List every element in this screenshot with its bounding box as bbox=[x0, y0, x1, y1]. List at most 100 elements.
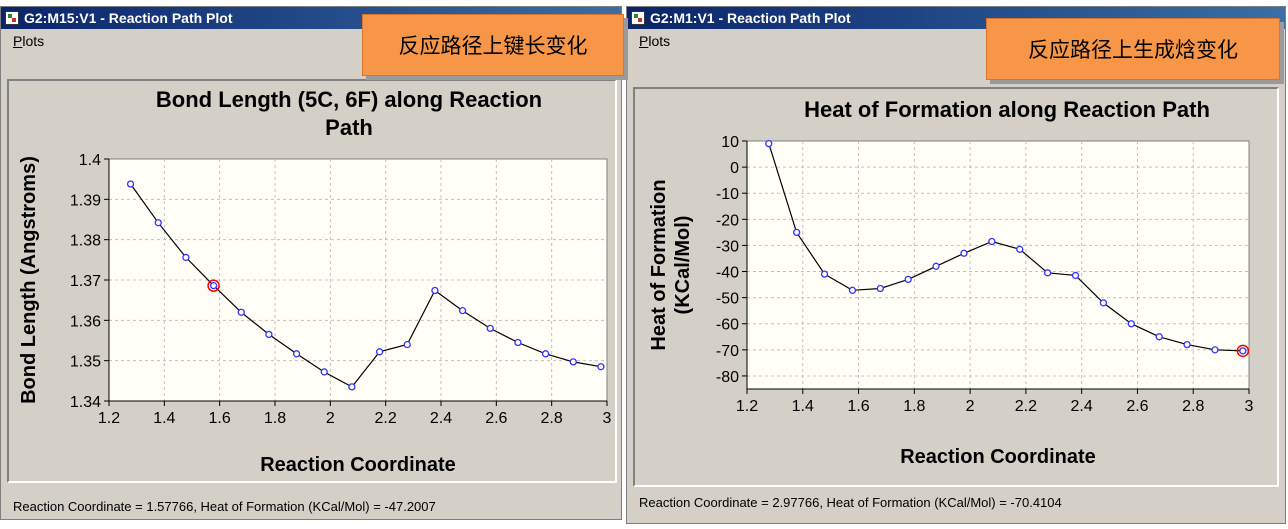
data-point[interactable] bbox=[1071, 271, 1080, 280]
data-point[interactable] bbox=[932, 262, 940, 270]
data-point[interactable] bbox=[988, 237, 996, 246]
series-line bbox=[768, 143, 1243, 352]
data-point[interactable] bbox=[1099, 299, 1108, 307]
heat-of-formation-chart: Heat of Formation along Reaction Path 1.2… bbox=[648, 97, 1254, 468]
y-tick-label: 1.34 bbox=[70, 394, 101, 411]
x-tick-label: 1.4 bbox=[792, 398, 814, 415]
data-point[interactable] bbox=[820, 270, 829, 278]
data-point[interactable] bbox=[403, 340, 411, 349]
y-tick-label: 0 bbox=[730, 160, 739, 177]
x-tick-label: 2.4 bbox=[1071, 398, 1093, 415]
menu-plots[interactable]: Plots bbox=[13, 33, 45, 49]
x-tick-label: 2 bbox=[326, 410, 335, 427]
data-point[interactable] bbox=[126, 180, 135, 188]
data-point[interactable] bbox=[209, 281, 218, 290]
data-point[interactable] bbox=[876, 284, 884, 293]
y-axis-label: Heat of Formation bbox=[648, 179, 670, 350]
y-tick-label: 1.38 bbox=[70, 233, 101, 250]
y-axis-label: (KCal/Mol) bbox=[672, 216, 694, 315]
reaction-path-window-1: G2:M15:V1 - Reaction Path Plot Plots Bon… bbox=[0, 6, 622, 520]
data-point[interactable] bbox=[431, 286, 439, 295]
menu-bar: Plots bbox=[627, 29, 1285, 53]
data-point[interactable] bbox=[1211, 346, 1219, 354]
x-tick-label: 2.4 bbox=[430, 410, 452, 427]
window-title: G2:M15:V1 - Reaction Path Plot bbox=[24, 10, 233, 26]
x-tick-label: 2.2 bbox=[1015, 398, 1037, 415]
data-point[interactable] bbox=[265, 330, 273, 339]
y-tick-label: -40 bbox=[716, 265, 739, 282]
y-axis-label: Bond Length (Angstroms) bbox=[18, 156, 40, 404]
y-tick-label: -70 bbox=[716, 343, 739, 360]
data-point[interactable] bbox=[1127, 320, 1135, 328]
data-point[interactable] bbox=[1183, 340, 1191, 349]
data-point[interactable] bbox=[1043, 269, 1052, 277]
data-point[interactable] bbox=[904, 275, 912, 284]
data-point[interactable] bbox=[375, 348, 384, 356]
chart-title: Path bbox=[325, 115, 373, 140]
x-tick-label: 1.6 bbox=[847, 398, 869, 415]
x-tick-label: 1.8 bbox=[903, 398, 925, 415]
data-point[interactable] bbox=[569, 358, 577, 366]
x-tick-label: 1.2 bbox=[98, 410, 120, 427]
x-tick-label: 1.6 bbox=[209, 410, 231, 427]
y-tick-label: -30 bbox=[716, 238, 739, 255]
x-axis-label: Reaction Coordinate bbox=[900, 446, 1096, 468]
selected-point-marker[interactable] bbox=[207, 279, 220, 292]
y-tick-label: -60 bbox=[716, 317, 739, 334]
plot-panel: Heat of Formation along Reaction Path 1.2… bbox=[633, 87, 1279, 487]
x-tick-label: 2 bbox=[966, 398, 975, 415]
plot-panel: Bond Length (5C, 6F) along Reaction Path 1… bbox=[7, 79, 617, 483]
data-point[interactable] bbox=[1016, 245, 1024, 253]
reaction-path-window-2: G2:M1:V1 - Reaction Path Plot Plots Heat… bbox=[626, 6, 1286, 524]
data-point[interactable] bbox=[320, 368, 328, 376]
x-tick-label: 2.6 bbox=[485, 410, 507, 427]
status-bar: Reaction Coordinate = 1.57766, Heat of F… bbox=[13, 499, 436, 514]
data-point[interactable] bbox=[292, 350, 301, 358]
data-point[interactable] bbox=[154, 219, 162, 227]
data-point[interactable] bbox=[597, 363, 605, 371]
app-icon bbox=[631, 11, 645, 25]
x-tick-label: 2.8 bbox=[541, 410, 563, 427]
y-tick-label: 1.35 bbox=[70, 354, 101, 371]
selected-point-marker[interactable] bbox=[1236, 344, 1250, 358]
data-point[interactable] bbox=[848, 286, 857, 294]
x-tick-label: 2.6 bbox=[1126, 398, 1148, 415]
data-point[interactable] bbox=[182, 253, 190, 262]
data-point[interactable] bbox=[1239, 347, 1247, 355]
x-tick-label: 3 bbox=[603, 410, 612, 427]
menu-bar: Plots bbox=[1, 29, 621, 53]
chart-title: Bond Length (5C, 6F) along Reaction bbox=[156, 87, 542, 112]
y-tick-label: -10 bbox=[716, 186, 739, 203]
data-point[interactable] bbox=[348, 383, 356, 391]
status-bar: Reaction Coordinate = 2.97766, Heat of F… bbox=[639, 495, 1062, 510]
data-point[interactable] bbox=[1155, 333, 1163, 341]
chart-title: Heat of Formation along Reaction Path bbox=[804, 97, 1210, 122]
y-tick-label: 1.36 bbox=[70, 313, 101, 330]
annotation-callout-bond-length: 反应路径上键长变化 bbox=[362, 14, 624, 76]
y-tick-label: -50 bbox=[716, 291, 739, 308]
y-tick-label: 10 bbox=[721, 134, 739, 151]
x-tick-label: 2.8 bbox=[1182, 398, 1204, 415]
data-point[interactable] bbox=[458, 307, 467, 315]
series-line bbox=[130, 183, 602, 388]
x-tick-label: 1.2 bbox=[736, 398, 758, 415]
x-tick-label: 1.4 bbox=[153, 410, 175, 427]
data-point[interactable] bbox=[960, 249, 968, 257]
menu-plots[interactable]: Plots bbox=[639, 33, 671, 49]
data-point[interactable] bbox=[765, 139, 773, 148]
x-axis-label: Reaction Coordinate bbox=[260, 454, 456, 476]
y-tick-label: -20 bbox=[716, 212, 739, 229]
x-tick-label: 1.8 bbox=[264, 410, 286, 427]
x-tick-label: 3 bbox=[1245, 398, 1254, 415]
data-point[interactable] bbox=[541, 350, 550, 358]
x-tick-label: 2.2 bbox=[375, 410, 397, 427]
data-point[interactable] bbox=[237, 308, 245, 316]
window-title: G2:M1:V1 - Reaction Path Plot bbox=[650, 10, 851, 26]
data-point[interactable] bbox=[792, 228, 801, 237]
y-tick-label: 1.37 bbox=[70, 273, 101, 290]
data-point[interactable] bbox=[486, 324, 494, 333]
app-icon bbox=[5, 11, 19, 25]
y-tick-label: 1.39 bbox=[70, 192, 101, 209]
plot-area bbox=[746, 140, 1250, 390]
data-point[interactable] bbox=[514, 338, 522, 347]
